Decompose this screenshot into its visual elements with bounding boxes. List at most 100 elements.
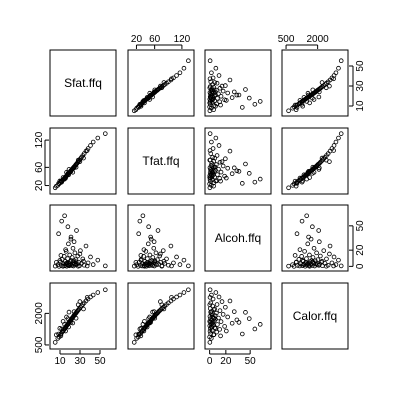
data-point — [147, 252, 153, 258]
data-point — [234, 92, 240, 98]
data-point — [209, 90, 215, 96]
data-point — [208, 151, 214, 156]
data-point — [161, 258, 167, 264]
data-point — [214, 80, 220, 86]
panel-r2-c4 — [281, 127, 349, 195]
data-point — [138, 102, 144, 108]
data-point — [68, 236, 74, 242]
data-point — [222, 324, 227, 329]
panel-r2-c1 — [49, 127, 117, 195]
tick-label: 50 — [245, 356, 257, 367]
data-point — [297, 247, 303, 252]
data-point — [220, 88, 226, 94]
data-point — [169, 263, 174, 269]
panel-frame — [204, 204, 272, 272]
data-point — [305, 169, 311, 175]
data-point — [311, 97, 317, 102]
data-point — [71, 239, 77, 245]
data-point — [177, 292, 183, 298]
data-point — [209, 169, 215, 175]
data-point — [169, 76, 174, 82]
data-point — [103, 263, 108, 269]
data-point — [336, 65, 341, 71]
data-point — [316, 228, 321, 233]
data-point — [240, 331, 245, 337]
data-point — [243, 161, 248, 167]
data-point — [316, 94, 322, 100]
data-point — [319, 258, 325, 264]
data-point — [159, 263, 165, 269]
data-point — [216, 315, 221, 321]
data-point — [148, 320, 153, 325]
data-point — [243, 87, 248, 92]
data-point — [310, 87, 316, 93]
data-point — [214, 101, 219, 107]
data-point — [90, 262, 96, 267]
data-point — [218, 333, 223, 339]
data-point — [212, 313, 218, 318]
tick-label: 2000 — [307, 34, 330, 45]
data-point — [152, 87, 158, 93]
data-point — [338, 58, 344, 63]
panel-r1-c3 — [204, 49, 272, 117]
tick-label: 30 — [74, 356, 86, 367]
data-point — [66, 172, 71, 178]
data-point — [225, 165, 231, 171]
data-point — [142, 100, 147, 106]
data-point — [214, 153, 220, 158]
data-point — [57, 326, 63, 331]
data-point — [227, 77, 233, 83]
data-point — [53, 260, 59, 265]
data-point — [150, 94, 155, 100]
data-point — [53, 183, 59, 189]
data-point — [155, 257, 160, 262]
data-point — [208, 95, 214, 100]
data-point — [227, 298, 233, 304]
data-point — [78, 248, 83, 253]
data-point — [225, 90, 231, 96]
tick-label: 20 — [220, 356, 232, 367]
data-point — [314, 250, 319, 256]
data-point — [80, 256, 86, 262]
data-point — [131, 340, 137, 345]
data-point — [152, 259, 158, 265]
data-point — [142, 319, 147, 324]
data-point — [151, 309, 157, 314]
data-point — [52, 340, 58, 345]
data-point — [211, 315, 217, 321]
data-point — [84, 263, 90, 269]
data-point — [286, 185, 291, 191]
data-point — [207, 58, 213, 63]
data-point — [214, 87, 219, 93]
data-point — [177, 70, 183, 76]
data-point — [77, 299, 83, 304]
data-point — [246, 95, 252, 101]
data-point — [301, 172, 307, 178]
data-point — [60, 319, 66, 324]
panel-frame — [281, 282, 349, 350]
data-point — [305, 90, 311, 96]
data-point — [331, 254, 337, 260]
data-point — [243, 310, 248, 315]
data-point — [217, 308, 223, 313]
data-point — [147, 90, 153, 96]
data-point — [60, 175, 66, 180]
data-point — [304, 256, 309, 261]
data-point — [73, 257, 79, 262]
data-point — [151, 239, 157, 245]
data-point — [207, 85, 213, 91]
variable-label-sfat-ffq: Sfat.ffq — [64, 76, 102, 90]
panel-r3-c1 — [49, 204, 117, 272]
panel-r1-c4 — [281, 49, 349, 117]
data-point — [63, 175, 68, 181]
tick-label: 10 — [54, 356, 66, 367]
data-point — [317, 239, 322, 245]
data-point — [161, 306, 167, 312]
data-point — [174, 73, 179, 78]
data-point — [65, 256, 70, 261]
data-point — [218, 169, 224, 175]
data-point — [186, 58, 191, 63]
data-point — [138, 258, 144, 263]
data-point — [81, 306, 86, 312]
